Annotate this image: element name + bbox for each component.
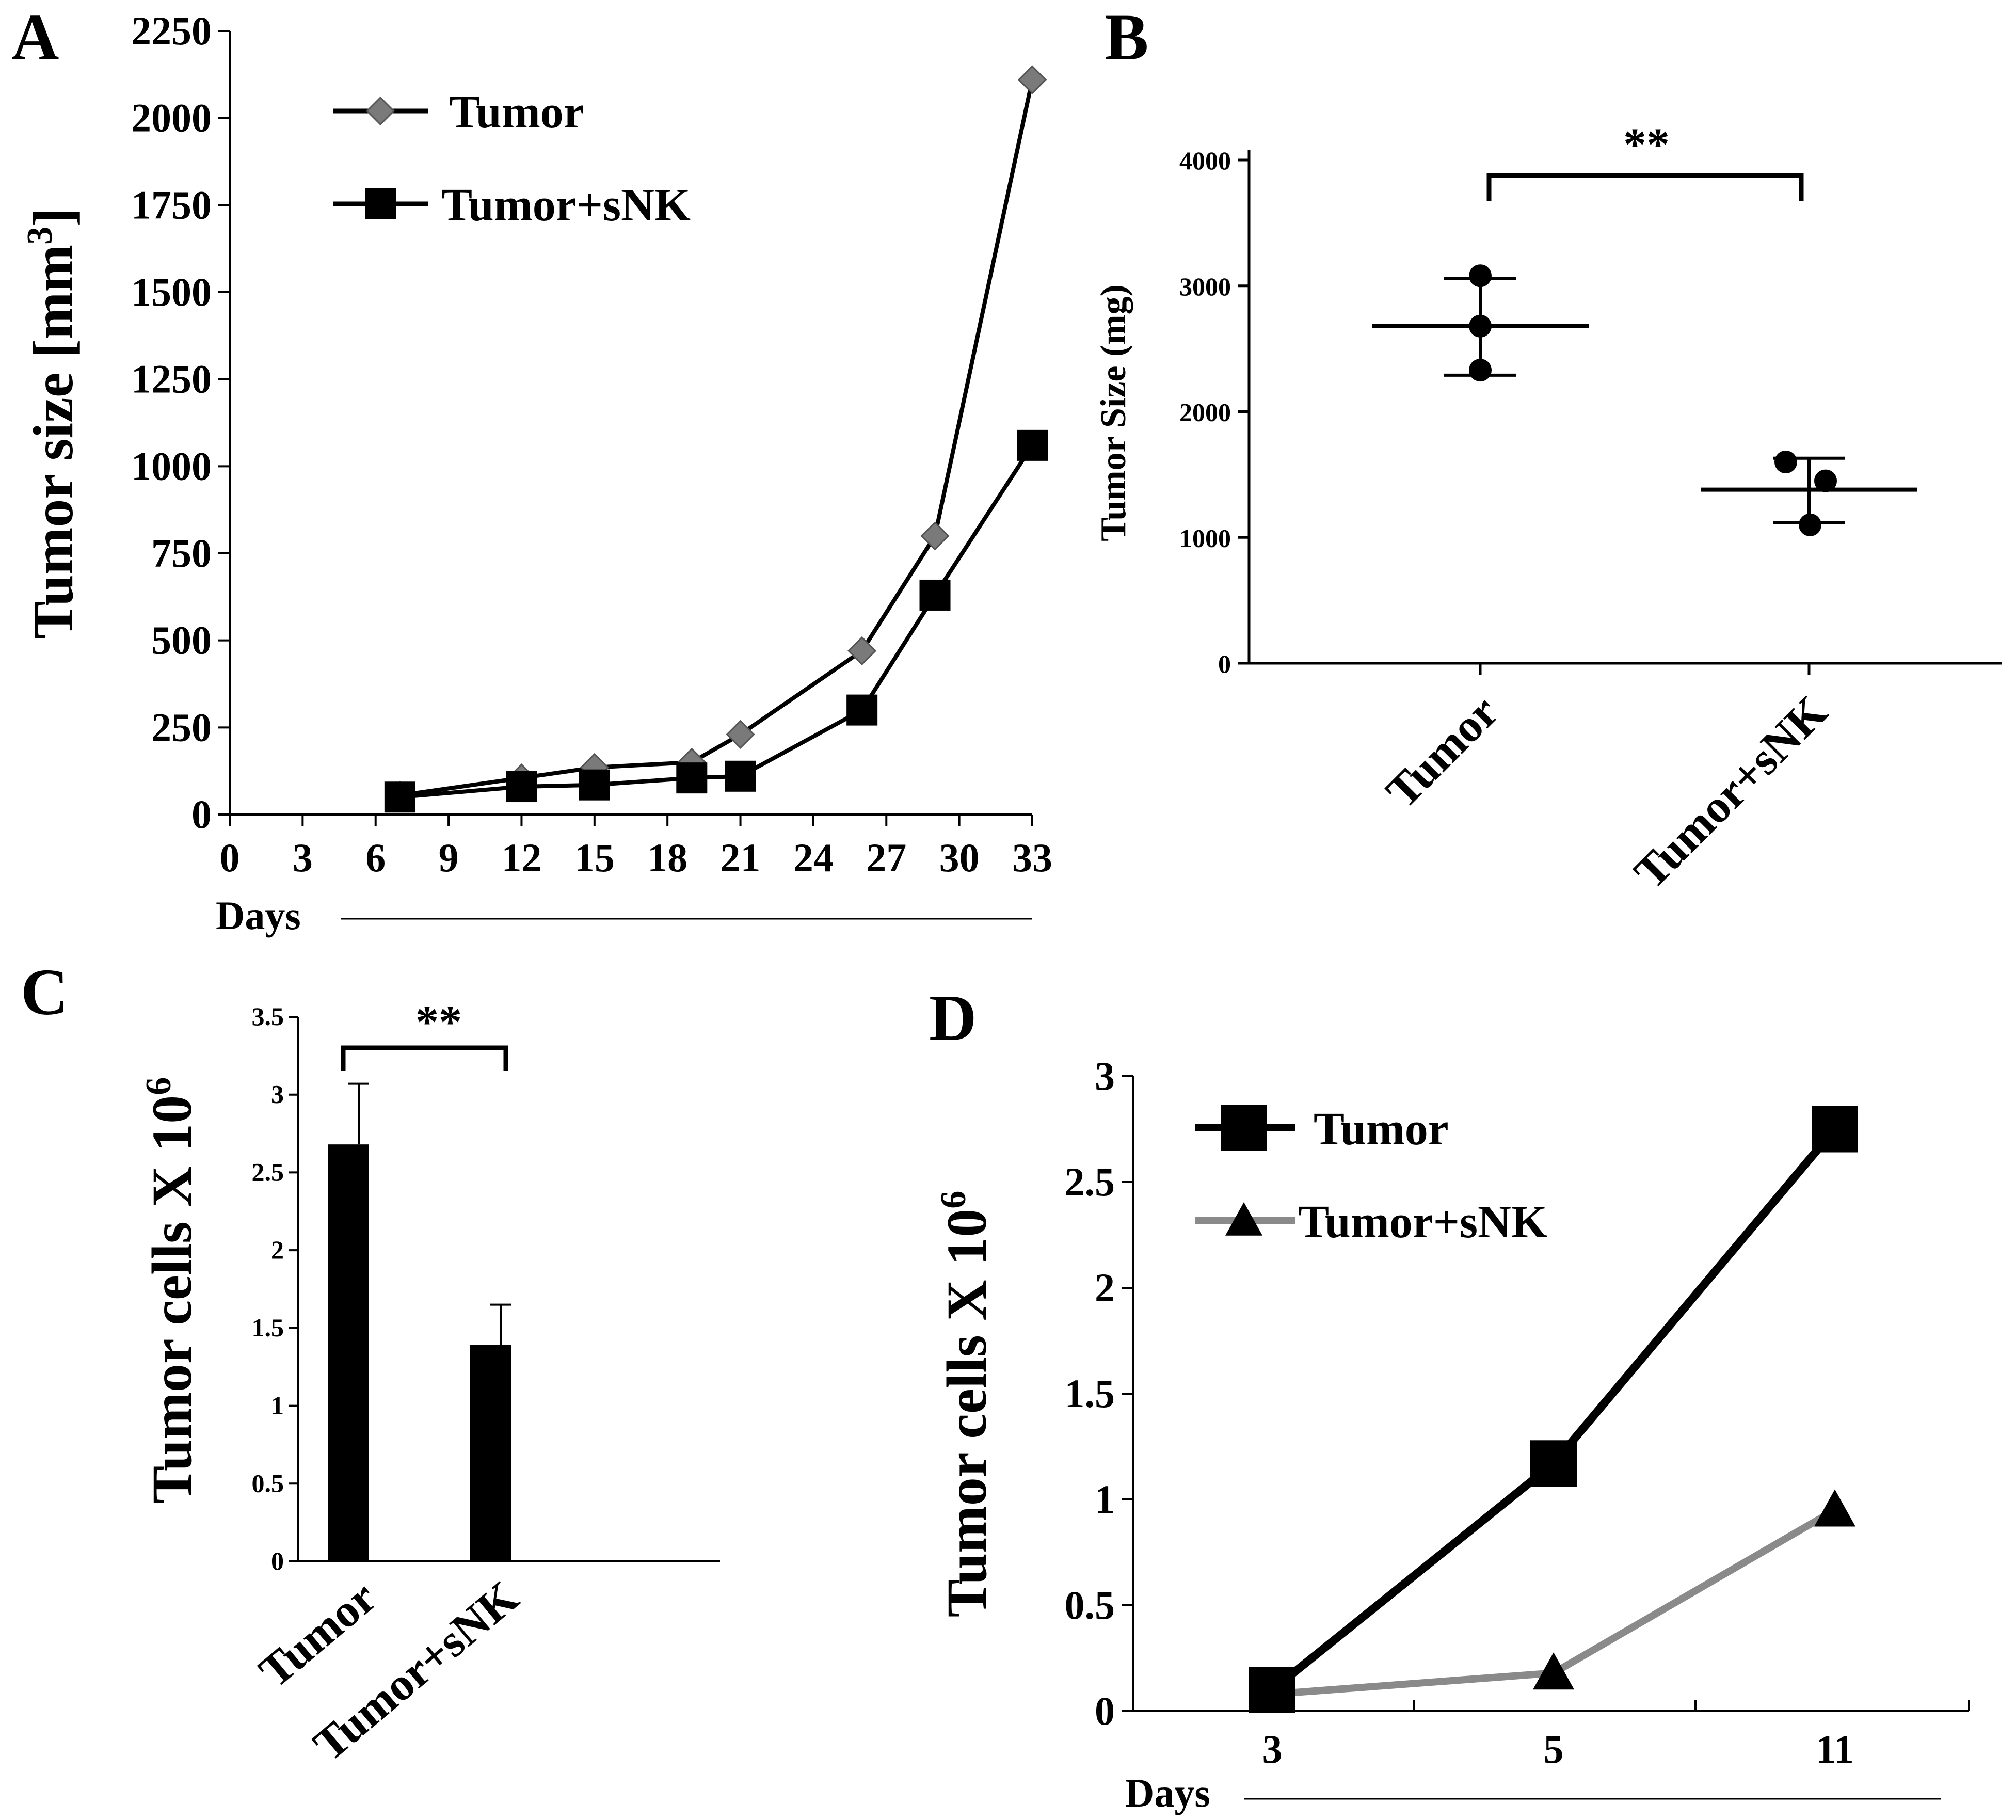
y-tick-label: 0	[191, 792, 212, 837]
significance-label: **	[415, 997, 462, 1048]
y-axis-label: Tumor size [mm3]	[20, 207, 85, 638]
y-tick-label: 0	[271, 1546, 284, 1575]
y-tick-label: 1000	[131, 443, 212, 488]
x-tick-label: 5	[1544, 1727, 1564, 1771]
y-tick-label: 2	[271, 1235, 284, 1264]
y-axis-label: Tumor cells X 106	[139, 1077, 203, 1504]
significance-bracket	[341, 1045, 508, 1071]
data-point	[1469, 359, 1492, 382]
y-tick-label: 1	[1095, 1477, 1115, 1522]
y-tick-label: 500	[151, 618, 212, 663]
x-tick-label: 33	[1012, 835, 1052, 880]
data-point	[1469, 314, 1492, 338]
x-axis-label: Days	[216, 893, 301, 938]
x-tick-label: 30	[939, 835, 980, 880]
y-tick-label: 2	[1095, 1265, 1115, 1310]
data-point-square	[725, 760, 756, 792]
y-axis-label: Tumor Size (mg)	[1094, 284, 1133, 541]
x-tick-label: 6	[365, 835, 386, 880]
y-tick-label: 1000	[1179, 523, 1231, 552]
legend-label-2: Tumor+sNK	[441, 180, 691, 231]
data-point-square	[1812, 1106, 1858, 1153]
y-tick-label: 750	[151, 531, 212, 576]
y-tick-label: 0.5	[252, 1468, 284, 1497]
y-axis-label: Tumor cells X 106	[934, 1191, 998, 1617]
data-point-diamond	[726, 720, 755, 749]
y-tick-label: 1.5	[252, 1313, 284, 1342]
significance-bracket	[1486, 173, 1804, 201]
panel-d: 0 0.5 1 1.5 2 2.5 3 3 5 11 Days Tumor cells X 106 Tu…	[934, 1053, 1970, 1815]
x-tick-label: 3	[1262, 1727, 1283, 1771]
x-tick-label: 0	[220, 835, 240, 880]
data-point	[1774, 451, 1797, 473]
x-tick-label: 9	[439, 835, 459, 880]
y-tick-label: 1.5	[1065, 1371, 1115, 1416]
panel-a: 0 250 500 750 1000 1250 1500 1750 2000 2250 0 3 6 9 12…	[20, 8, 1052, 938]
legend-label-2: Tumor+sNK	[1298, 1196, 1547, 1248]
panel-letter-d: D	[929, 981, 977, 1055]
bar	[470, 1345, 511, 1561]
panel-letter-b: B	[1105, 1, 1148, 74]
y-tick-label: 3	[271, 1080, 284, 1109]
y-tick-label: 0	[1095, 1688, 1115, 1733]
data-point-triangle	[1814, 1489, 1855, 1527]
data-point-square	[676, 762, 708, 794]
data-point-square	[579, 769, 610, 801]
y-tick-label: 1750	[131, 182, 212, 227]
y-tick-label: 0	[1218, 649, 1231, 678]
x-tick-label: 15	[574, 835, 615, 880]
y-tick-label: 1250	[131, 357, 212, 402]
panel-letter-a: A	[11, 1, 59, 74]
data-point	[1469, 264, 1492, 288]
x-tick-label: 21	[721, 835, 761, 880]
data-point-square	[384, 781, 415, 813]
data-point-square	[1530, 1440, 1577, 1487]
data-point-square	[506, 771, 537, 803]
legend-marker-diamond	[365, 96, 395, 126]
data-point	[1799, 513, 1821, 536]
y-tick-label: 0.5	[1065, 1583, 1115, 1627]
legend-marker-triangle	[1225, 1202, 1262, 1236]
y-tick-label: 1500	[131, 269, 212, 314]
y-tick-label: 3.5	[252, 1002, 284, 1031]
data-point	[1814, 469, 1837, 492]
legend-marker-square	[1221, 1105, 1267, 1151]
x-tick-label: 11	[1816, 1727, 1854, 1771]
bar	[328, 1144, 369, 1561]
data-point-triangle	[1252, 1673, 1293, 1711]
x-tick-label: 18	[647, 835, 687, 880]
x-tick-label: 27	[866, 835, 906, 880]
y-tick-label: 2000	[1179, 398, 1231, 427]
y-tick-label: 1	[271, 1391, 284, 1420]
y-tick-label: 250	[151, 705, 212, 749]
data-point-triangle	[1533, 1652, 1574, 1690]
data-point-square	[846, 694, 878, 726]
y-tick-label: 3	[1095, 1053, 1115, 1098]
y-tick-label: 2.5	[1065, 1159, 1115, 1204]
y-tick-label: 4000	[1179, 146, 1231, 175]
significance-label: **	[1623, 119, 1670, 170]
data-point-square	[1017, 429, 1048, 461]
x-tick-label: 24	[793, 835, 834, 880]
legend-label-1: Tumor	[449, 87, 584, 138]
x-tick-label: 12	[501, 835, 541, 880]
legend-marker-square	[365, 188, 396, 219]
y-tick-label: 2000	[131, 95, 212, 140]
panel-letter-c: C	[21, 955, 68, 1029]
legend-label-1: Tumor	[1314, 1104, 1449, 1155]
data-point-square	[919, 579, 951, 611]
data-point-diamond	[847, 636, 877, 666]
x-tick-label: 3	[293, 835, 313, 880]
y-tick-label: 2250	[131, 8, 212, 53]
y-tick-label: 3000	[1179, 272, 1231, 301]
data-point-diamond	[1017, 65, 1047, 94]
data-point-diamond	[920, 521, 950, 551]
y-tick-label: 2.5	[252, 1157, 284, 1186]
x-axis-label: Days	[1125, 1770, 1210, 1815]
